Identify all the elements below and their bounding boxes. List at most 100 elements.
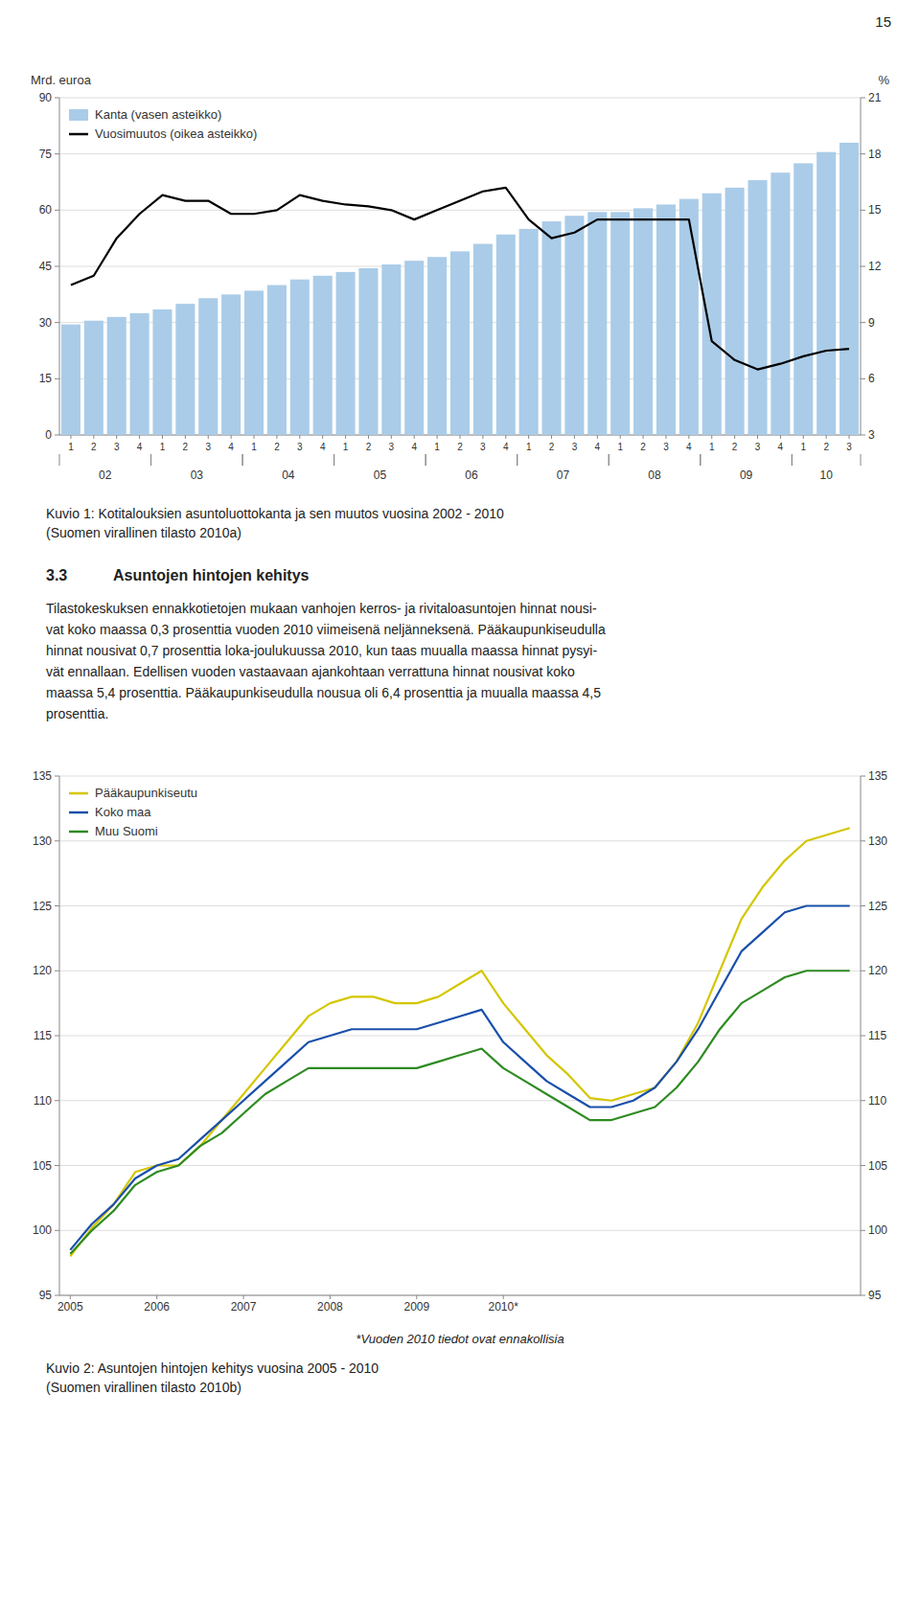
x-tick [597, 435, 598, 439]
legend-label: Koko maa [94, 805, 152, 820]
bar [496, 234, 516, 436]
group-separator [425, 454, 427, 466]
y-tick [54, 1165, 60, 1167]
grid-line [59, 1295, 861, 1297]
y2-tick [860, 378, 866, 380]
bar [267, 285, 287, 436]
x-axis [59, 1295, 861, 1297]
caption: Kuvio 2: Asuntojen hintojen kehitys vuos… [0, 1358, 920, 1379]
bar [679, 199, 699, 436]
y2-tick-label: 3 [868, 428, 875, 442]
x-tick [92, 435, 94, 439]
x-tick-label: 3 [114, 441, 120, 453]
paragraph-line: Tilastokeskuksen ennakkotietojen mukaan … [0, 598, 920, 620]
x-tick [620, 435, 621, 439]
y-tick-label: 60 [39, 203, 53, 217]
group-label: 08 [647, 468, 662, 483]
y-tick [54, 970, 60, 972]
bar [358, 268, 378, 436]
y2-tick-label: 9 [868, 316, 875, 330]
paragraph-line: vat koko maassa 0,3 prosenttia vuoden 20… [0, 619, 920, 641]
group-separator [791, 454, 793, 466]
y-tick [54, 1100, 60, 1102]
x-tick [299, 435, 300, 439]
y2-tick [860, 435, 866, 437]
x-tick-label: 2005 [57, 1300, 84, 1314]
group-label: 06 [464, 468, 479, 483]
x-tick [115, 435, 117, 439]
x-tick-label: 2007 [230, 1300, 257, 1314]
bar [702, 193, 722, 436]
bar [61, 324, 81, 436]
y2-tick [860, 266, 866, 268]
bar [244, 290, 264, 436]
x-tick-label: 1 [68, 441, 74, 453]
y-axis-label: Mrd. euroa [30, 72, 92, 88]
x-tick-label: 2 [274, 441, 280, 453]
bar [290, 279, 310, 436]
group-separator [608, 454, 610, 466]
paragraph-line: maassa 5,4 prosenttia. Pääkaupunkiseudul… [0, 682, 920, 704]
plot-area [61, 142, 859, 436]
bar [336, 272, 356, 436]
y2-axis [860, 97, 862, 436]
x-tick [460, 435, 461, 439]
x-tick-label: 1 [801, 441, 807, 453]
legend: Pääkaupunkiseutu Koko maa Muu Suomi [69, 785, 198, 839]
bar [130, 313, 150, 436]
x-tick-label: 4 [503, 441, 509, 453]
section-heading: 3.3Asuntojen hintojen kehitys [0, 542, 920, 598]
x-tick [161, 435, 163, 439]
grid-line [59, 970, 861, 972]
y-tick-label: 90 [39, 91, 53, 105]
y2-tick-label: 18 [868, 147, 882, 161]
bar [381, 264, 401, 436]
group-label: 04 [281, 468, 296, 483]
y-tick [54, 776, 60, 778]
source: (Suomen virallinen tilasto 2010a) [0, 523, 920, 543]
bar [564, 215, 584, 436]
y-tick-label: 115 [33, 1029, 52, 1043]
grid-line [59, 153, 861, 155]
legend-label: Pääkaupunkiseutu [94, 785, 198, 801]
group-label: 09 [739, 468, 754, 483]
group-separator [608, 454, 610, 466]
x-tick-label: 3 [297, 441, 303, 453]
x-tick [711, 435, 713, 439]
x-tick-label: 2006 [143, 1300, 170, 1314]
x-tick [69, 435, 71, 439]
x-tick-label: 2 [366, 441, 372, 453]
x-tick [849, 435, 851, 439]
y-tick-label: 130 [32, 834, 52, 849]
x-tick [734, 435, 736, 439]
y2-tick-label: 135 [868, 769, 888, 783]
y2-tick [860, 1295, 866, 1297]
y-tick-label: 100 [32, 1223, 52, 1238]
y-tick [54, 840, 60, 842]
x-tick-label: 4 [137, 441, 143, 453]
y-axis [59, 97, 61, 436]
x-tick-label: 2010* [488, 1300, 520, 1314]
group-label: 03 [190, 468, 205, 483]
y2-tick-label: 115 [868, 1029, 887, 1043]
bar [107, 317, 127, 436]
group-separator [516, 454, 518, 466]
y-tick [54, 1295, 60, 1297]
y2-tick-label: 15 [868, 203, 882, 217]
y2-tick [860, 1230, 866, 1232]
y2-tick-label: 100 [868, 1223, 888, 1238]
legend-label: Muu Suomi [94, 824, 159, 839]
x-tick [345, 435, 346, 439]
y2-axis [860, 776, 862, 1296]
source: (Suomen virallinen tilasto 2010b) [0, 1378, 920, 1398]
y2-tick-label: 12 [868, 259, 882, 274]
y-tick-label: 110 [33, 1094, 52, 1108]
y2-tick-label: 105 [868, 1159, 888, 1173]
paragraph-line: vät ennallaan. Edellisen vuoden vastaava… [0, 661, 920, 683]
bar [839, 142, 859, 436]
x-tick [322, 435, 323, 439]
chart: 9510010511011512012513013595100105110115… [0, 753, 920, 1329]
x-tick [688, 435, 690, 439]
x-tick-label: 1 [160, 441, 166, 453]
x-tick [482, 435, 483, 439]
